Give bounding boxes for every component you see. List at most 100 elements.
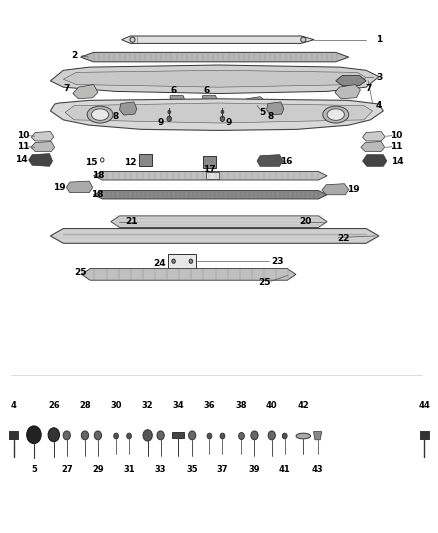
Text: 38: 38 bbox=[236, 401, 247, 410]
Text: 36: 36 bbox=[204, 401, 215, 410]
Polygon shape bbox=[267, 102, 284, 115]
Polygon shape bbox=[336, 76, 366, 86]
Polygon shape bbox=[94, 191, 327, 199]
Bar bbox=[139, 154, 152, 166]
Ellipse shape bbox=[188, 431, 196, 440]
Text: 27: 27 bbox=[61, 465, 73, 474]
Polygon shape bbox=[322, 184, 349, 195]
Text: 15: 15 bbox=[85, 158, 98, 167]
Polygon shape bbox=[170, 95, 186, 108]
Polygon shape bbox=[81, 269, 296, 280]
Ellipse shape bbox=[130, 37, 135, 42]
Text: 11: 11 bbox=[17, 142, 30, 151]
Text: 23: 23 bbox=[271, 257, 284, 266]
Ellipse shape bbox=[168, 110, 170, 114]
Ellipse shape bbox=[143, 430, 152, 441]
Text: 4: 4 bbox=[376, 101, 382, 110]
Text: 20: 20 bbox=[299, 217, 312, 226]
Text: 33: 33 bbox=[155, 465, 166, 474]
Ellipse shape bbox=[268, 431, 276, 440]
Text: 14: 14 bbox=[14, 156, 27, 165]
Text: 11: 11 bbox=[390, 142, 403, 151]
Text: 12: 12 bbox=[124, 158, 137, 167]
Polygon shape bbox=[50, 229, 379, 243]
Text: 9: 9 bbox=[225, 118, 232, 127]
Bar bbox=[206, 172, 219, 179]
Polygon shape bbox=[257, 155, 283, 166]
Polygon shape bbox=[50, 99, 383, 131]
Text: 25: 25 bbox=[258, 278, 271, 287]
Text: 6: 6 bbox=[170, 86, 177, 95]
Text: 42: 42 bbox=[297, 401, 309, 410]
Text: 10: 10 bbox=[18, 131, 30, 140]
Text: 5: 5 bbox=[259, 108, 265, 117]
Polygon shape bbox=[31, 141, 55, 151]
Ellipse shape bbox=[172, 259, 175, 263]
Polygon shape bbox=[335, 85, 360, 99]
Bar bbox=[420, 431, 429, 439]
Ellipse shape bbox=[207, 433, 212, 439]
Polygon shape bbox=[241, 96, 267, 106]
Text: 30: 30 bbox=[110, 401, 122, 410]
Text: 26: 26 bbox=[48, 401, 60, 410]
Polygon shape bbox=[94, 172, 327, 180]
Ellipse shape bbox=[189, 259, 193, 263]
Ellipse shape bbox=[220, 116, 225, 122]
Polygon shape bbox=[120, 102, 137, 115]
Ellipse shape bbox=[167, 116, 171, 122]
Text: 32: 32 bbox=[142, 401, 153, 410]
Polygon shape bbox=[66, 181, 93, 192]
Ellipse shape bbox=[221, 110, 224, 114]
Text: 2: 2 bbox=[71, 51, 77, 60]
Text: 41: 41 bbox=[279, 465, 290, 474]
Text: 29: 29 bbox=[92, 465, 104, 474]
Text: 44: 44 bbox=[419, 401, 430, 410]
Ellipse shape bbox=[94, 431, 102, 440]
Polygon shape bbox=[363, 132, 385, 141]
Polygon shape bbox=[50, 65, 379, 93]
Text: 9: 9 bbox=[157, 118, 164, 127]
Bar bbox=[9, 431, 18, 439]
Text: 43: 43 bbox=[312, 465, 323, 474]
Text: 10: 10 bbox=[390, 131, 403, 140]
Ellipse shape bbox=[92, 109, 109, 120]
Text: 31: 31 bbox=[123, 465, 135, 474]
Text: 37: 37 bbox=[217, 465, 228, 474]
Text: 5: 5 bbox=[31, 465, 37, 474]
Polygon shape bbox=[64, 70, 366, 87]
Text: 25: 25 bbox=[74, 268, 87, 277]
Text: 8: 8 bbox=[268, 112, 274, 121]
Ellipse shape bbox=[127, 433, 131, 439]
Text: 6: 6 bbox=[204, 86, 210, 95]
Polygon shape bbox=[361, 141, 385, 151]
Text: 24: 24 bbox=[153, 260, 166, 268]
Text: 19: 19 bbox=[347, 185, 359, 194]
Ellipse shape bbox=[283, 433, 287, 439]
Ellipse shape bbox=[296, 433, 311, 439]
Ellipse shape bbox=[81, 431, 88, 440]
Text: 18: 18 bbox=[91, 190, 103, 199]
Text: 21: 21 bbox=[125, 217, 138, 226]
Ellipse shape bbox=[87, 106, 113, 123]
Text: 3: 3 bbox=[376, 73, 382, 82]
Text: 34: 34 bbox=[172, 401, 184, 410]
Text: 14: 14 bbox=[391, 157, 403, 166]
Polygon shape bbox=[363, 155, 387, 166]
Ellipse shape bbox=[48, 428, 60, 442]
Text: 22: 22 bbox=[337, 234, 350, 243]
Text: 40: 40 bbox=[266, 401, 278, 410]
Ellipse shape bbox=[27, 426, 41, 443]
Polygon shape bbox=[202, 95, 218, 108]
Ellipse shape bbox=[251, 431, 258, 440]
Ellipse shape bbox=[63, 431, 71, 440]
Polygon shape bbox=[81, 52, 349, 62]
Ellipse shape bbox=[327, 109, 344, 120]
Text: 35: 35 bbox=[187, 465, 198, 474]
Polygon shape bbox=[122, 36, 314, 43]
Text: 17: 17 bbox=[203, 165, 216, 174]
Ellipse shape bbox=[239, 433, 244, 440]
Polygon shape bbox=[65, 103, 372, 123]
Ellipse shape bbox=[301, 37, 306, 42]
Polygon shape bbox=[29, 154, 53, 166]
Bar bbox=[172, 432, 184, 438]
